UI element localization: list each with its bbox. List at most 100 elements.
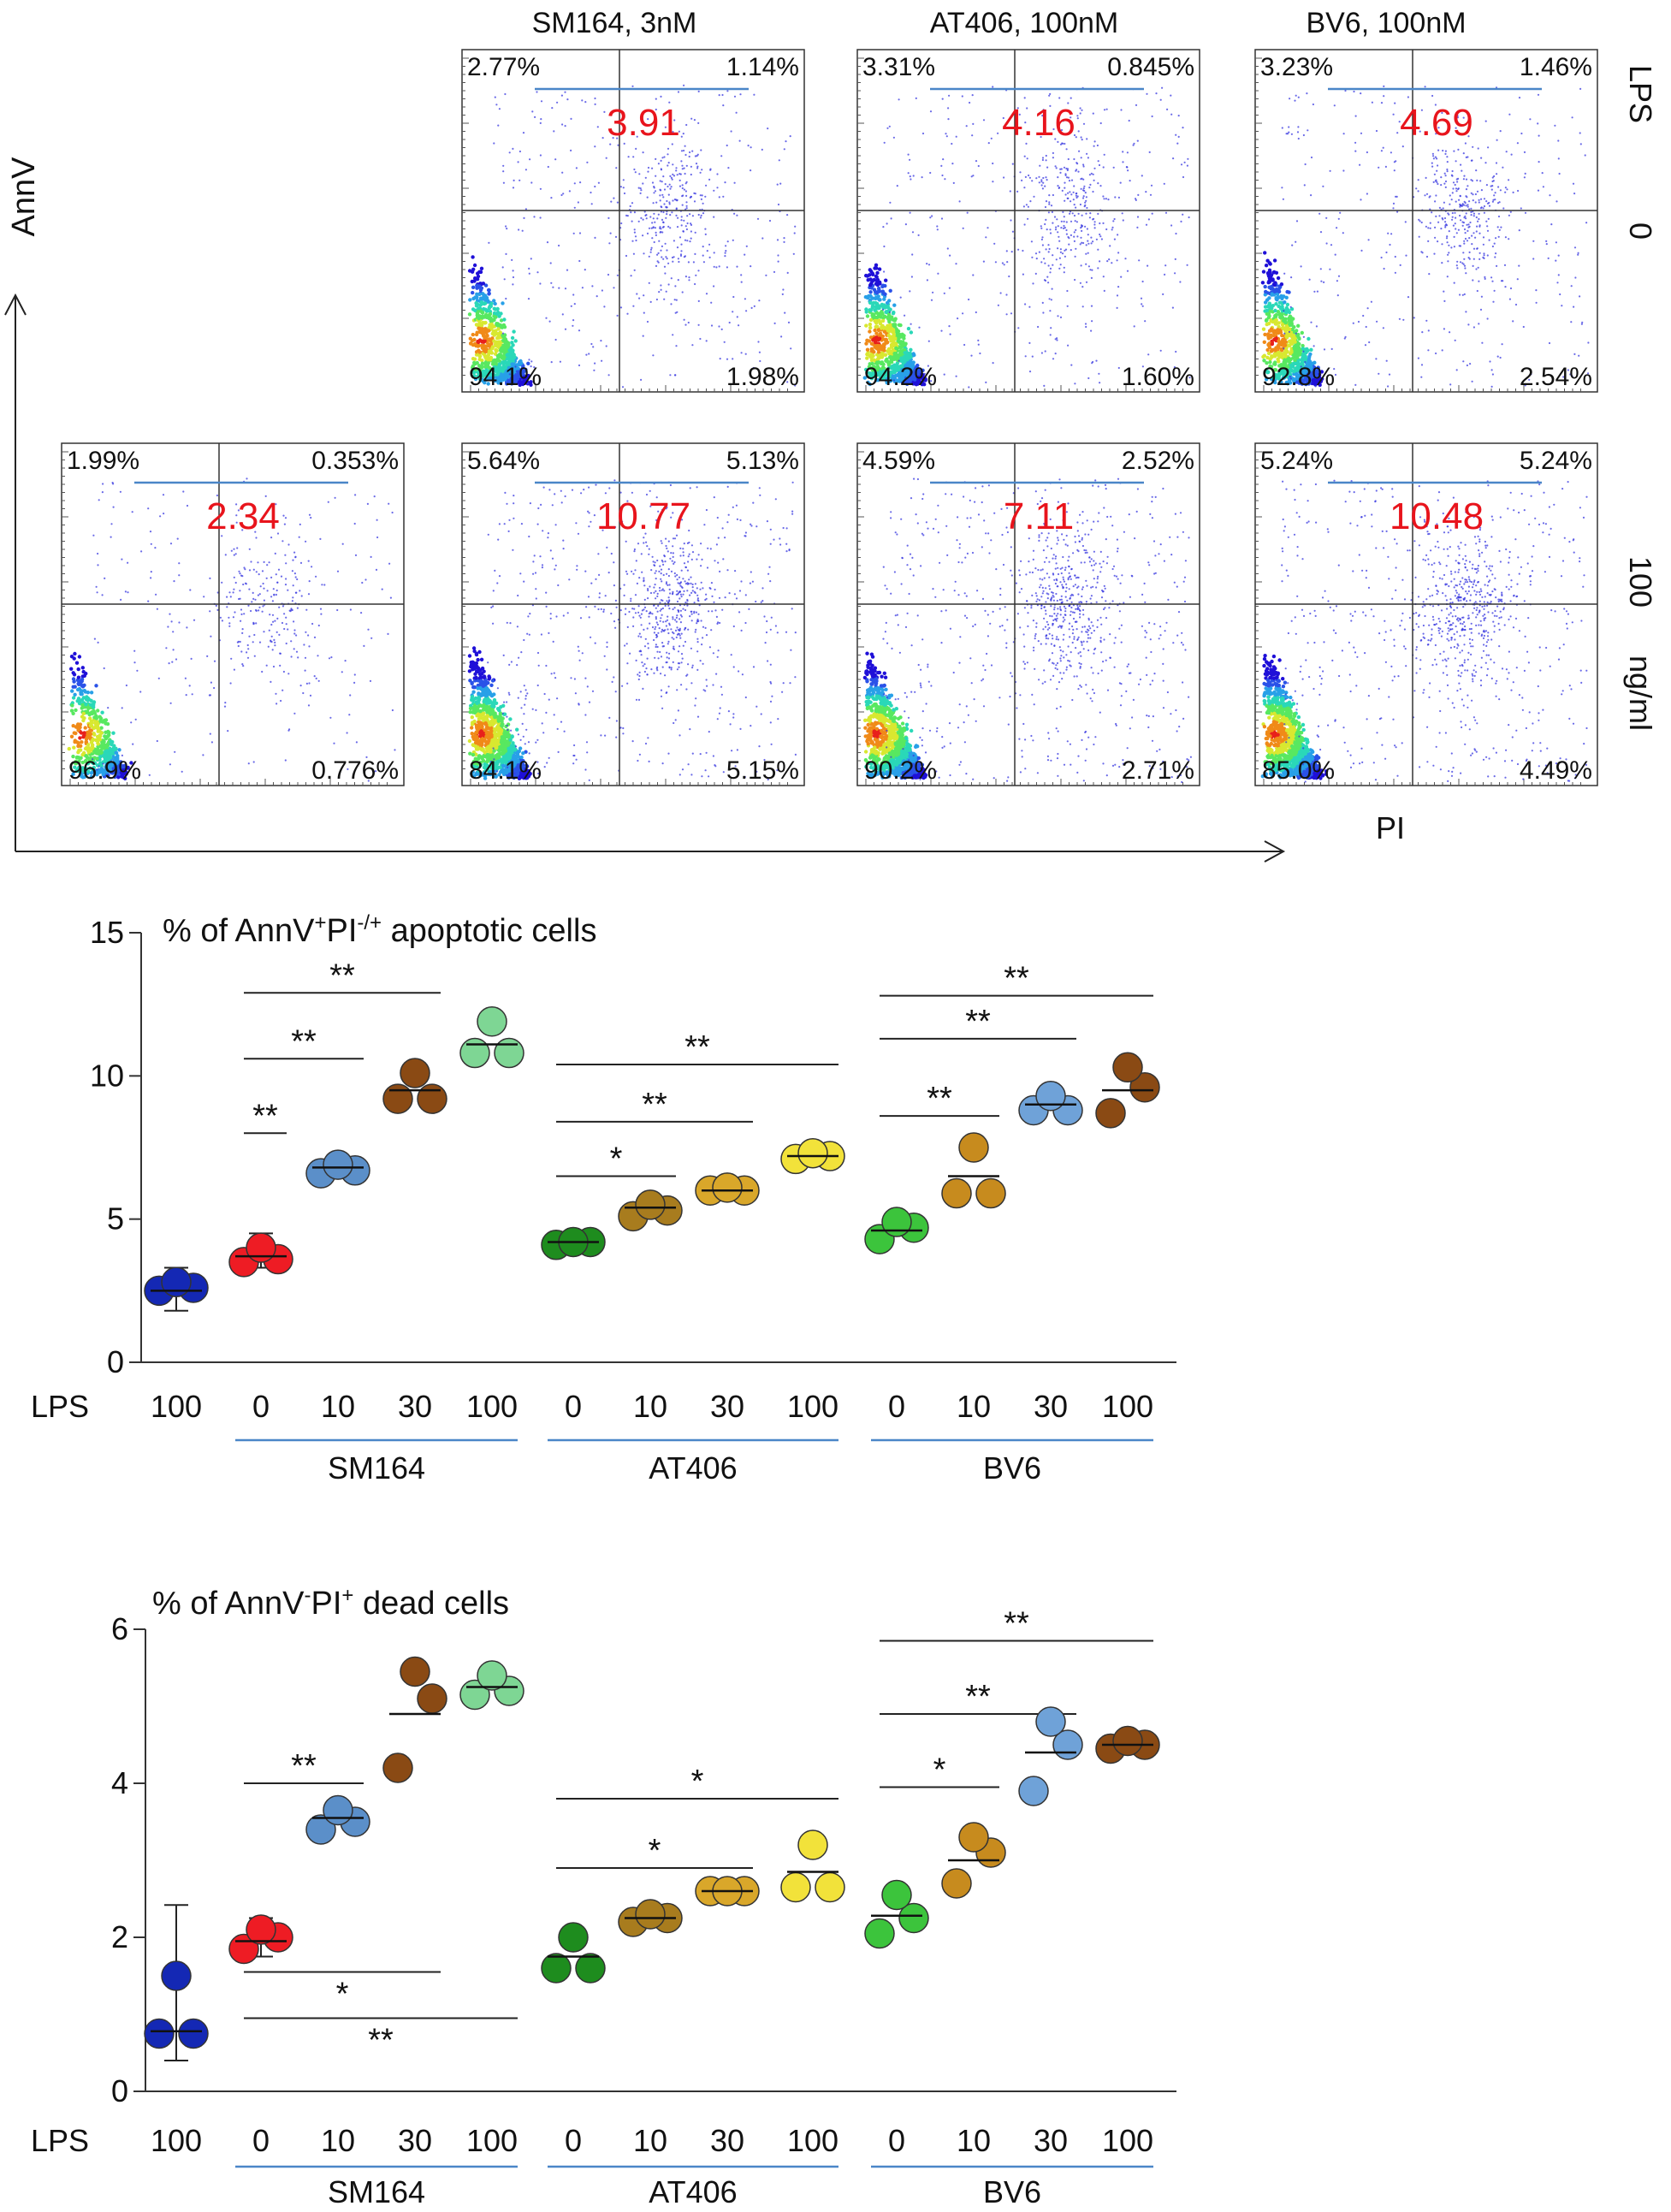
event-dot (689, 240, 691, 243)
event-dot (720, 328, 723, 330)
event-dot (1444, 221, 1447, 223)
event-dot (1047, 244, 1050, 246)
event-dot (684, 323, 687, 326)
event-dot (71, 724, 75, 728)
event-dot (875, 324, 880, 329)
event-dot (1105, 108, 1108, 110)
event-dot (706, 250, 708, 252)
event-dot (1085, 244, 1087, 246)
event-dot (1041, 236, 1044, 239)
event-dot (1073, 185, 1075, 187)
event-dot (697, 213, 700, 216)
event-dot (1485, 184, 1488, 187)
event-dot (682, 133, 684, 135)
event-dot (632, 252, 636, 255)
event-dot (1050, 205, 1053, 207)
event-dot (73, 739, 77, 744)
event-dot (877, 267, 882, 271)
event-dot (655, 157, 657, 160)
event-dot (992, 86, 994, 88)
y-axis-label: AnnV (6, 157, 42, 237)
event-dot (1547, 257, 1550, 259)
event-dot (680, 219, 683, 222)
event-dot (1077, 130, 1080, 133)
event-dot (681, 195, 684, 198)
event-dot (1093, 223, 1096, 226)
event-dot (674, 374, 677, 377)
event-dot (958, 200, 961, 203)
event-dot (1282, 198, 1284, 200)
event-dot (1394, 102, 1396, 104)
event-dot (560, 193, 563, 197)
event-dot (648, 255, 650, 258)
event-dot (506, 228, 508, 230)
event-dot (725, 250, 727, 252)
event-dot (1063, 271, 1065, 274)
event-dot (1103, 198, 1105, 200)
event-dot (864, 323, 868, 328)
event-dot (1086, 138, 1088, 140)
event-dot (1339, 211, 1342, 214)
event-dot (1268, 270, 1272, 274)
event-dot (1079, 203, 1081, 206)
event-dot (1295, 332, 1297, 335)
event-dot (492, 306, 496, 311)
event-dot (1046, 276, 1049, 278)
event-dot (992, 162, 994, 165)
event-dot (479, 266, 484, 270)
event-dot (868, 308, 873, 312)
event-dot (1083, 185, 1086, 187)
event-dot (1066, 197, 1069, 199)
event-dot (663, 298, 666, 300)
event-dot (874, 282, 879, 286)
event-dot (1477, 220, 1479, 222)
event-dot (473, 295, 477, 299)
event-dot (1040, 238, 1043, 240)
event-dot (864, 341, 868, 346)
event-dot (1064, 249, 1066, 252)
event-dot (1308, 278, 1311, 281)
event-dot (1111, 226, 1114, 228)
event-dot (1071, 212, 1074, 215)
event-dot (761, 148, 763, 151)
event-dot (1493, 242, 1496, 245)
event-dot (501, 301, 505, 305)
event-dot (776, 239, 779, 241)
event-dot (578, 364, 581, 367)
event-dot (937, 272, 939, 275)
event-dot (1537, 189, 1540, 192)
event-dot (1465, 178, 1468, 181)
event-dot (533, 216, 536, 218)
event-dot (1520, 207, 1522, 210)
event-dot (892, 340, 896, 344)
event-dot (677, 91, 680, 93)
event-dot (1585, 222, 1588, 224)
event-dot (1428, 273, 1431, 276)
event-dot (640, 378, 643, 381)
event-dot (1342, 169, 1345, 172)
event-dot (951, 142, 953, 145)
event-dot (1285, 289, 1289, 294)
event-dot (1542, 186, 1544, 188)
event-dot (1122, 161, 1124, 163)
event-dot (1064, 174, 1067, 176)
event-dot (1491, 180, 1494, 183)
event-dot (472, 357, 477, 361)
event-dot (489, 322, 494, 327)
event-dot (655, 201, 658, 204)
event-dot (1076, 163, 1079, 165)
event-dot (1538, 161, 1540, 163)
event-dot (672, 173, 674, 175)
event-dot (546, 241, 549, 244)
event-dot (651, 181, 655, 184)
event-dot (685, 207, 688, 210)
event-dot (910, 323, 912, 325)
event-dot (1260, 281, 1265, 285)
event-dot (701, 194, 703, 197)
event-dot (927, 340, 930, 342)
event-dot (1009, 190, 1011, 193)
event-dot (1121, 212, 1123, 215)
event-dot (1290, 276, 1293, 279)
event-dot (675, 208, 678, 211)
event-dot (1538, 134, 1540, 137)
